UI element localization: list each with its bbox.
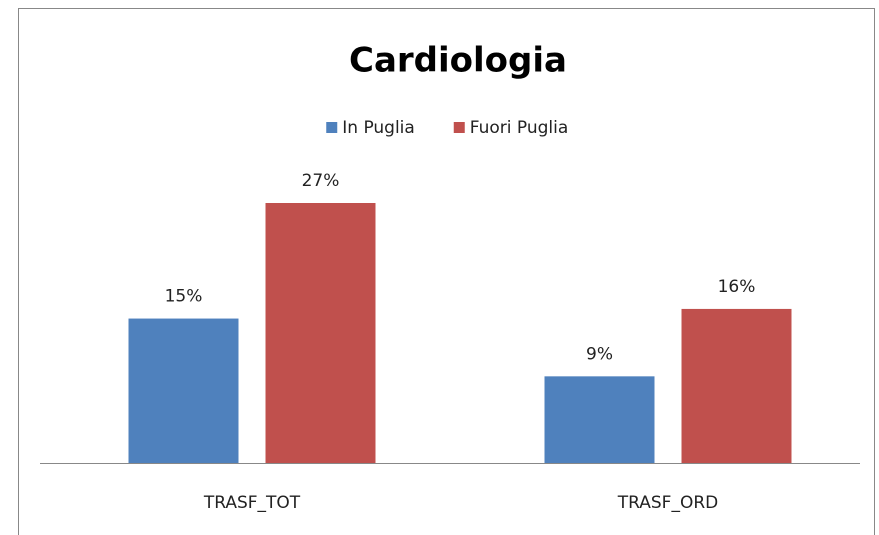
- value-label: 15%: [165, 287, 203, 307]
- legend-label: In Puglia: [342, 118, 415, 138]
- x-tick-label: TRASF_TOT: [203, 493, 301, 513]
- bar: [128, 318, 239, 463]
- bar: [681, 308, 792, 463]
- value-label: 27%: [302, 171, 340, 191]
- value-label: 9%: [586, 344, 613, 364]
- bar: [265, 203, 376, 463]
- legend-swatch: [453, 122, 465, 133]
- legend-label: Fuori Puglia: [470, 118, 569, 138]
- bar: [544, 376, 655, 463]
- legend-swatch: [326, 122, 338, 133]
- x-tick-label: TRASF_ORD: [617, 493, 719, 513]
- value-label: 16%: [718, 277, 756, 297]
- chart-title: Cardiologia: [349, 41, 567, 81]
